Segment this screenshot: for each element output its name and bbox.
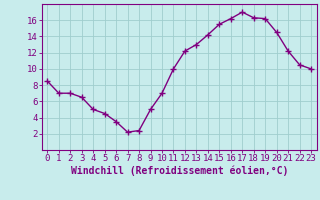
X-axis label: Windchill (Refroidissement éolien,°C): Windchill (Refroidissement éolien,°C) (70, 166, 288, 176)
